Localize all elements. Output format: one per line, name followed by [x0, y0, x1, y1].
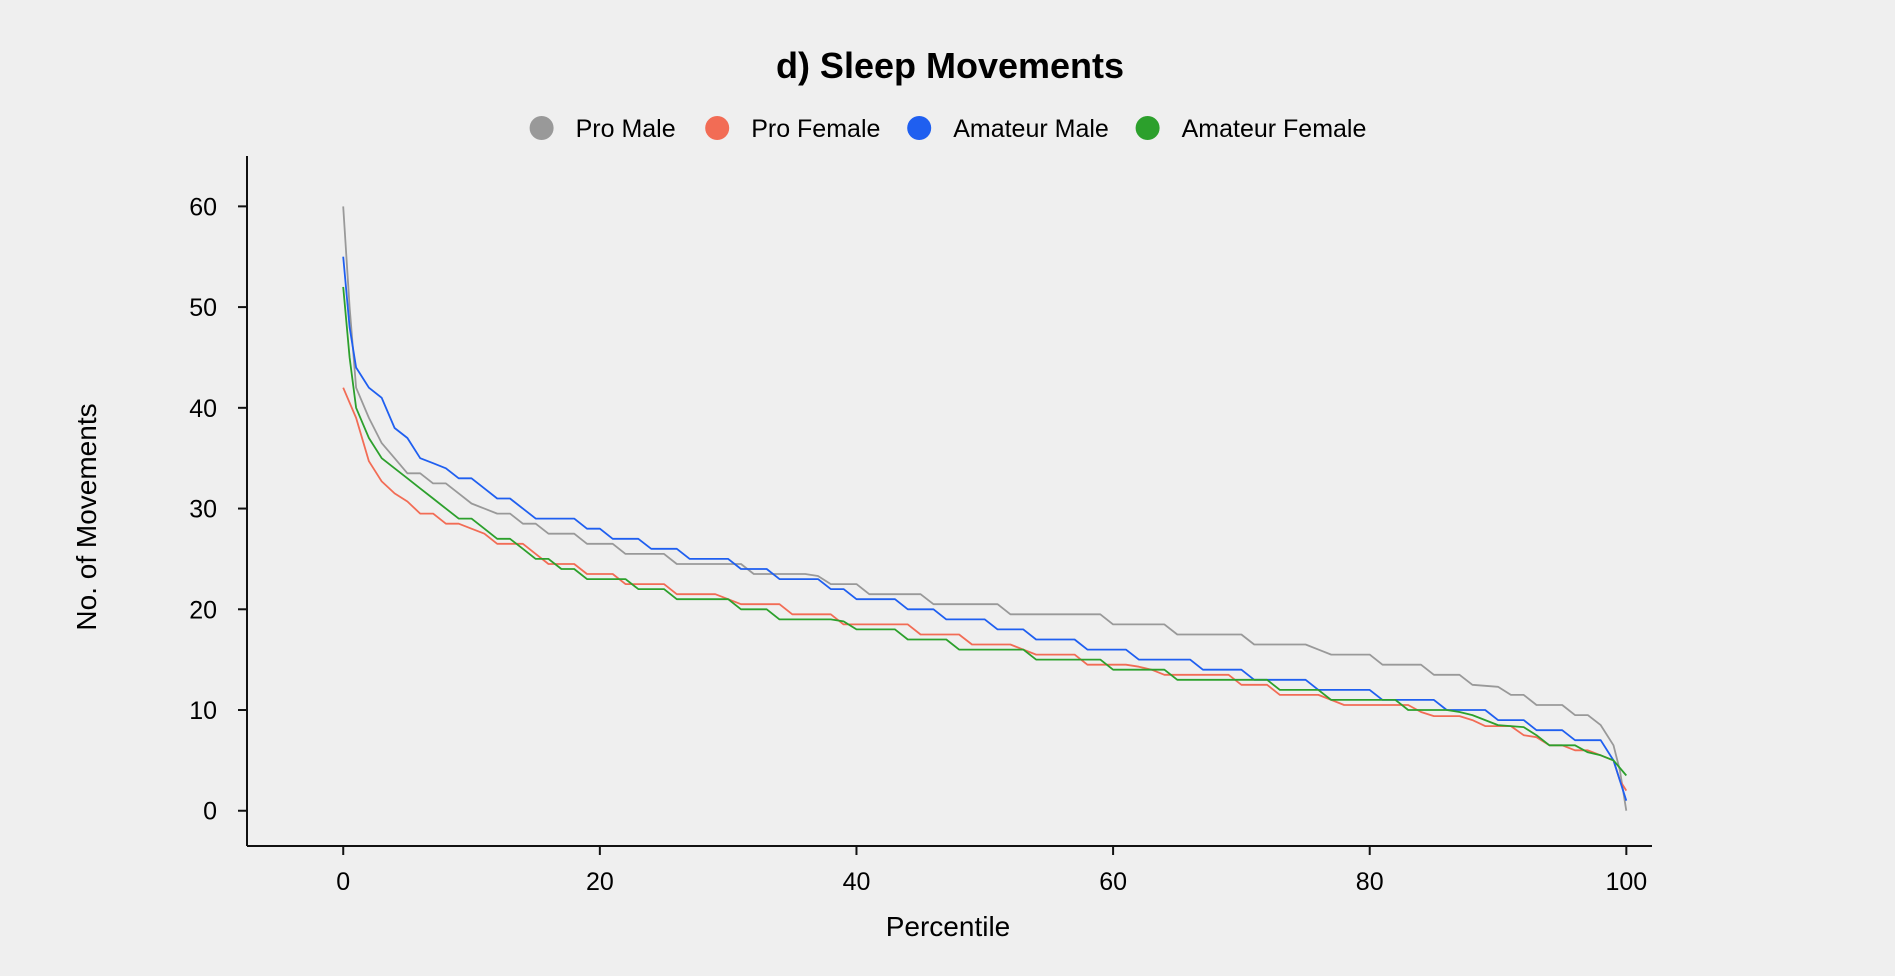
legend-label-pro-male: Pro Male [576, 115, 676, 143]
y-tick-label: 60 [189, 193, 217, 221]
y-tick-label: 0 [203, 798, 217, 826]
legend-label-amateur-female: Amateur Female [1182, 115, 1367, 143]
series-line-pro-male [342, 206, 1628, 811]
series-line-pro-female [342, 387, 1628, 792]
y-axis-label: No. of Movements [71, 403, 102, 630]
x-axis-label: Percentile [886, 911, 1011, 942]
x-tick-label: 60 [1099, 868, 1127, 896]
legend: Pro Male Pro Female Amateur Male Amateur Fe… [529, 115, 1367, 143]
legend-marker-pro-male [529, 116, 554, 140]
x-tick-label: 80 [1356, 868, 1384, 896]
x-tick-label: 20 [586, 868, 614, 896]
legend-marker-amateur-female [1135, 116, 1160, 140]
y-tick-label: 10 [189, 697, 217, 725]
y-tick-label: 50 [189, 294, 217, 322]
y-tick-label: 40 [189, 395, 217, 423]
legend-label-pro-female: Pro Female [751, 115, 880, 143]
legend-label-amateur-male: Amateur Male [953, 115, 1109, 143]
y-tick-label: 20 [189, 596, 217, 624]
series-lines [342, 206, 1628, 811]
legend-marker-amateur-male [907, 116, 932, 140]
axes: 0 10 20 30 40 50 60 0 20 40 60 80 100 [189, 156, 1652, 896]
series-line-amateur-male [342, 256, 1628, 801]
x-axis-ticks: 0 20 40 60 80 100 [336, 846, 1647, 896]
x-tick-label: 0 [336, 868, 350, 896]
y-axis-ticks: 0 10 20 30 40 50 60 [189, 193, 247, 826]
legend-marker-pro-female [705, 116, 730, 140]
y-tick-label: 30 [189, 496, 217, 524]
chart-title: d) Sleep Movements [776, 45, 1124, 86]
series-line-amateur-female [342, 286, 1627, 777]
x-tick-label: 100 [1605, 868, 1647, 896]
x-tick-label: 40 [843, 868, 871, 896]
